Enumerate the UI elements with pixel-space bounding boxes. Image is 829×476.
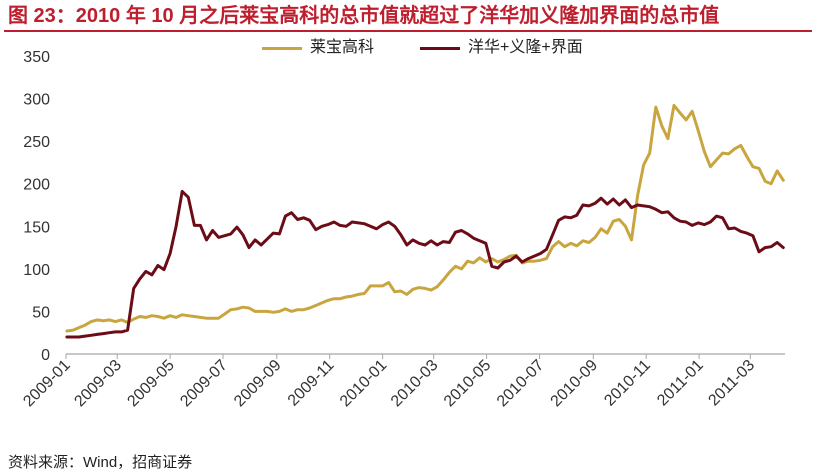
x-tick-label: 2010-01: [337, 357, 391, 411]
legend-item-laibao: 莱宝高科: [262, 38, 462, 58]
x-tick-label: 2010-03: [388, 357, 442, 411]
x-tick-label: 2009-11: [285, 357, 338, 410]
x-tick-label: 2010-11: [601, 357, 654, 410]
legend-label: 莱宝高科: [310, 39, 375, 56]
combined-series-line: [65, 189, 785, 339]
x-tick-label: 2009-01: [20, 357, 74, 411]
x-tick-label: 2010-07: [494, 357, 548, 411]
figure-title: 图 23：2010 年 10 月之后莱宝高科的总市值就超过了洋华加义隆加界面的总…: [8, 5, 720, 27]
plot-series: [65, 103, 785, 339]
legend-swatch: [262, 47, 302, 50]
x-tick-label: 2011-01: [654, 357, 707, 410]
y-tick-label: 50: [32, 304, 50, 321]
y-tick-labels: 0 50 100 150 200 250 300 350: [23, 49, 50, 364]
legend-item-combined: 洋华+义隆+界面: [420, 38, 620, 58]
title-rule: [4, 30, 812, 32]
x-tick-label: 2009-07: [177, 357, 231, 411]
legend-swatch: [420, 47, 460, 50]
y-tick-label: 250: [23, 134, 50, 151]
x-tick-label: 2010-09: [548, 357, 602, 411]
y-tick-label: 100: [23, 262, 50, 279]
y-tick-label: 200: [23, 177, 50, 194]
legend-label: 洋华+义隆+界面: [468, 39, 583, 56]
x-tick-label: 2011-03: [705, 357, 758, 410]
source-note: 资料来源：Wind，招商证券: [8, 454, 193, 471]
x-tick-label: 2009-09: [231, 357, 285, 411]
y-tick-label: 150: [23, 219, 50, 236]
x-tick-label: 2009-05: [124, 357, 178, 411]
x-tick-label: 2009-03: [71, 357, 125, 411]
y-tick-label: 0: [41, 347, 50, 364]
laibao-series-line: [65, 103, 785, 333]
x-tick-label: 2010-05: [441, 357, 495, 411]
y-tick-label: 350: [23, 49, 50, 66]
y-tick-label: 300: [23, 92, 50, 109]
